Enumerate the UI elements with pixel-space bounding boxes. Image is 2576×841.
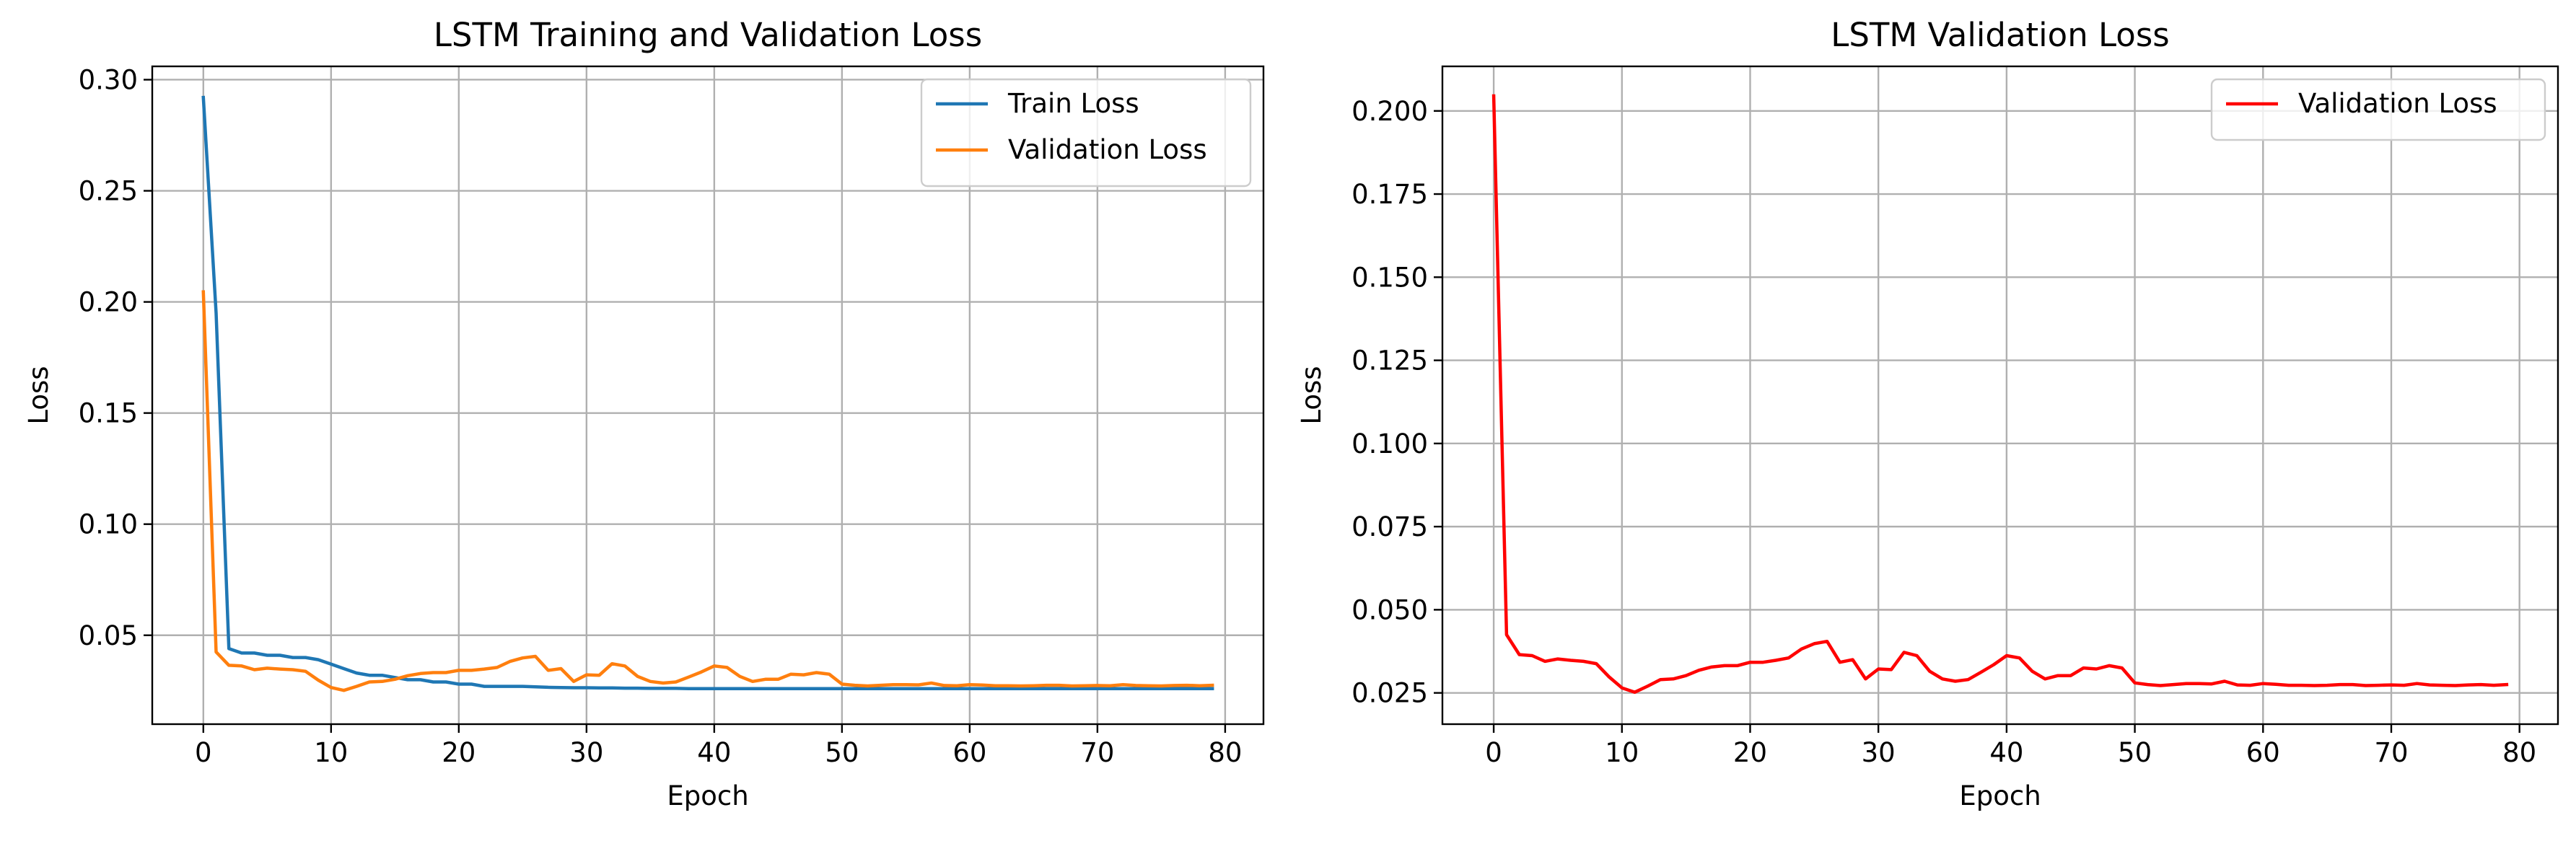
y-tick-label: 0.025 bbox=[1351, 678, 1428, 709]
x-tick-label: 20 bbox=[1733, 737, 1767, 768]
y-tick-label: 0.150 bbox=[1351, 262, 1428, 293]
y-tick-label: 0.05 bbox=[79, 620, 138, 651]
y-axis-label: Loss bbox=[1296, 366, 1327, 424]
x-tick-label: 10 bbox=[1605, 737, 1639, 768]
x-tick-label: 80 bbox=[2502, 737, 2536, 768]
training-validation-loss-chart: 0 10 20 30 40 50 60 70 80 0.05 0.10 0.15 0.20 0.25 0.3… bbox=[23, 16, 1265, 811]
legend-box bbox=[920, 78, 1252, 188]
x-tick-label: 40 bbox=[697, 737, 731, 768]
x-tick-label: 0 bbox=[1485, 737, 1502, 768]
y-axis-label: Loss bbox=[23, 366, 54, 424]
y-tick-label: 0.10 bbox=[79, 509, 138, 540]
y-tick-label: 0.15 bbox=[79, 398, 138, 429]
y-tick-label: 0.100 bbox=[1351, 428, 1428, 459]
y-tick-label: 0.20 bbox=[79, 287, 138, 318]
legend-box bbox=[2210, 78, 2546, 141]
legend-label-0: Validation Loss bbox=[2298, 88, 2497, 119]
x-tick-label: 70 bbox=[1080, 737, 1114, 768]
x-axis-label: Epoch bbox=[1959, 780, 2041, 811]
series-line-0 bbox=[1491, 94, 2509, 694]
x-tick-label: 20 bbox=[442, 737, 476, 768]
y-tick-label: 0.30 bbox=[79, 64, 138, 95]
x-tick-label: 0 bbox=[195, 737, 212, 768]
axes-frame bbox=[151, 65, 1265, 726]
series-line-0 bbox=[201, 95, 1214, 690]
y-tick-label: 0.050 bbox=[1351, 594, 1428, 625]
x-tick-label: 70 bbox=[2374, 737, 2408, 768]
x-tick-label: 10 bbox=[314, 737, 348, 768]
axes-frame bbox=[1441, 65, 2559, 726]
chart-title: LSTM Validation Loss bbox=[1831, 16, 2169, 54]
chart-title: LSTM Training and Validation Loss bbox=[434, 16, 982, 54]
x-tick-label: 60 bbox=[2246, 737, 2280, 768]
x-tick-label: 50 bbox=[825, 737, 859, 768]
x-tick-label: 60 bbox=[952, 737, 986, 768]
x-tick-label: 40 bbox=[1989, 737, 2023, 768]
x-tick-label: 30 bbox=[1862, 737, 1896, 768]
y-tick-label: 0.200 bbox=[1351, 96, 1428, 127]
y-tick-label: 0.075 bbox=[1351, 511, 1428, 542]
series-line-1 bbox=[201, 290, 1214, 692]
x-tick-label: 80 bbox=[1208, 737, 1242, 768]
legend-label-0: Train Loss bbox=[1007, 88, 1139, 119]
y-tick-label: 0.175 bbox=[1351, 179, 1428, 210]
x-tick-label: 30 bbox=[569, 737, 603, 768]
validation-loss-chart: 0 10 20 30 40 50 60 70 80 0.025 0.050 0.075 0.100 0.1… bbox=[1296, 16, 2559, 811]
legend-label-1: Validation Loss bbox=[1008, 134, 1207, 165]
x-axis-label: Epoch bbox=[667, 780, 748, 811]
y-tick-label: 0.125 bbox=[1351, 345, 1428, 377]
x-tick-label: 50 bbox=[2118, 737, 2152, 768]
y-tick-label: 0.25 bbox=[79, 176, 138, 207]
